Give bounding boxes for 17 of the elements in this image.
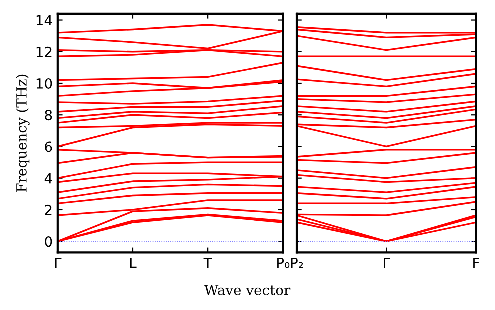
x-axis-title: Wave vector <box>204 285 291 296</box>
x-tick-label: T <box>204 258 212 268</box>
x-tick-label: Γ <box>384 258 390 268</box>
y-tick-label: 6 <box>45 142 52 152</box>
y-axis-title: Frequency (THz) <box>16 74 30 192</box>
y-tick-label: 4 <box>44 174 52 184</box>
x-tick-label: F <box>474 258 480 268</box>
y-tick-label: 2 <box>45 204 52 216</box>
x-tick-label: Γ <box>55 258 62 268</box>
x-tick-label: P₂ <box>291 258 304 268</box>
x-tick-label: L <box>130 258 137 268</box>
y-tick-label: 0 <box>45 236 52 248</box>
y-tick-label: 12 <box>36 46 52 58</box>
y-tick-label: 8 <box>45 110 52 121</box>
x-tick-label: P₀ <box>278 258 290 268</box>
y-tick-label: 14 <box>36 15 52 26</box>
y-tick-label: 10 <box>36 78 52 89</box>
